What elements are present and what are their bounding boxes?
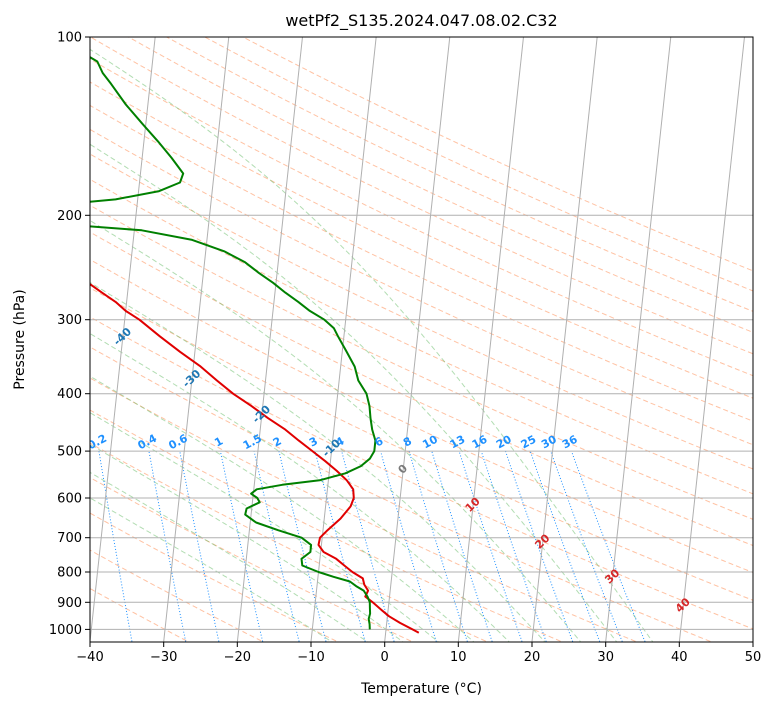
- dry-adiabat-line: [90, 37, 753, 355]
- moist-adiabat-line: [90, 497, 333, 642]
- dry-adiabat-line: [90, 81, 753, 399]
- x-axis: −40 −30 −20 −10 0 10 20 30 40 50: [76, 642, 761, 665]
- y-tick-label: 1000: [49, 623, 82, 638]
- mixing-ratio-line: [550, 450, 623, 642]
- x-tick-label: 40: [671, 650, 688, 665]
- moist-adiabat-line: [90, 332, 511, 642]
- x-tick-label: −20: [224, 650, 251, 665]
- mixing-ratio-line: [380, 450, 437, 642]
- x-tick-label: 0: [381, 650, 389, 665]
- y-tick-label: 600: [57, 492, 82, 507]
- dry-adiabat-line: [90, 128, 753, 446]
- mixing-ratio-lines: [98, 450, 646, 642]
- y-tick-label: 400: [57, 387, 82, 402]
- x-tick-label: 50: [745, 650, 762, 665]
- mixing-ratio-line: [148, 451, 187, 642]
- mixing-ratio-label: 16: [470, 433, 490, 452]
- temperature-profile-line: [90, 282, 420, 634]
- mixing-ratio-line: [98, 451, 133, 642]
- mixing-ratio-label: 25: [519, 433, 539, 452]
- dry-adiabat-line: [203, 37, 753, 292]
- isotherm-gridlines: [90, 37, 753, 642]
- isotherm-line: [163, 37, 230, 642]
- x-tick-label: 30: [597, 650, 614, 665]
- dry-adiabat-line: [127, 37, 753, 333]
- x-tick-label: 20: [524, 650, 541, 665]
- mixing-ratio-label: 30: [539, 433, 559, 452]
- y-tick-label: 700: [57, 531, 82, 546]
- isotherm-line: [457, 37, 524, 642]
- y-tick-label: 200: [57, 209, 82, 224]
- moist-adiabat-line: [90, 443, 404, 642]
- isotherm-line: [384, 37, 451, 642]
- isotherm-line: [678, 37, 745, 642]
- mixing-ratio-line: [529, 450, 601, 642]
- x-tick-label: −40: [76, 650, 103, 665]
- mixing-ratio-label: 10: [420, 433, 440, 452]
- moist-adiabat-line: [90, 219, 582, 642]
- chart-title: wetPf2_S135.2024.047.08.02.C32: [285, 11, 557, 31]
- isotherm-line: [236, 37, 303, 642]
- mixing-ratio-label: 13: [448, 433, 468, 452]
- mixing-ratio-line: [179, 451, 220, 642]
- dry-adiabat-line: [90, 287, 753, 601]
- dry-adiabat-line: [165, 37, 753, 312]
- plot-area: 0.10.20.40.611.52346810131620253036-100-…: [90, 37, 753, 642]
- mixing-ratio-label: 20: [494, 433, 514, 452]
- y-tick-label: 100: [57, 31, 82, 46]
- y-axis-label: Pressure (hPa): [12, 289, 28, 389]
- dry-adiabat-line: [90, 58, 753, 377]
- dry-adiabat-line: [90, 231, 753, 547]
- isotherm-line: [310, 37, 377, 642]
- y-tick-label: 300: [57, 313, 82, 328]
- isotherm-line: [605, 37, 672, 642]
- x-tick-label: 10: [450, 650, 467, 665]
- y-tick-label: 800: [57, 566, 82, 581]
- mixing-ratio-label: 36: [560, 433, 580, 452]
- dewpoint-profile-line: [90, 56, 377, 630]
- isobar-gridlines: [90, 37, 753, 630]
- profile-series: [90, 56, 420, 634]
- y-axis: 100 200 300 400 500 600 700 800 900 1000: [49, 31, 90, 638]
- plot-frame: [89, 36, 754, 643]
- y-tick-label: 900: [57, 596, 82, 611]
- x-tick-label: −10: [297, 650, 324, 665]
- y-tick-label: 500: [57, 445, 82, 460]
- isotherm-line: [531, 37, 598, 642]
- mixing-ratio-line: [341, 450, 395, 642]
- mixing-ratio-line: [219, 451, 264, 642]
- mixing-ratio-line: [278, 450, 327, 642]
- mixing-ratio-line: [253, 450, 300, 642]
- mixing-ratio-line: [431, 450, 493, 642]
- x-axis-label: Temperature (°C): [360, 681, 482, 697]
- dry-adiabat-line: [90, 258, 753, 574]
- dry-adiabat-line: [90, 204, 753, 520]
- dry-adiabat-line: [90, 178, 753, 495]
- x-tick-label: −30: [150, 650, 177, 665]
